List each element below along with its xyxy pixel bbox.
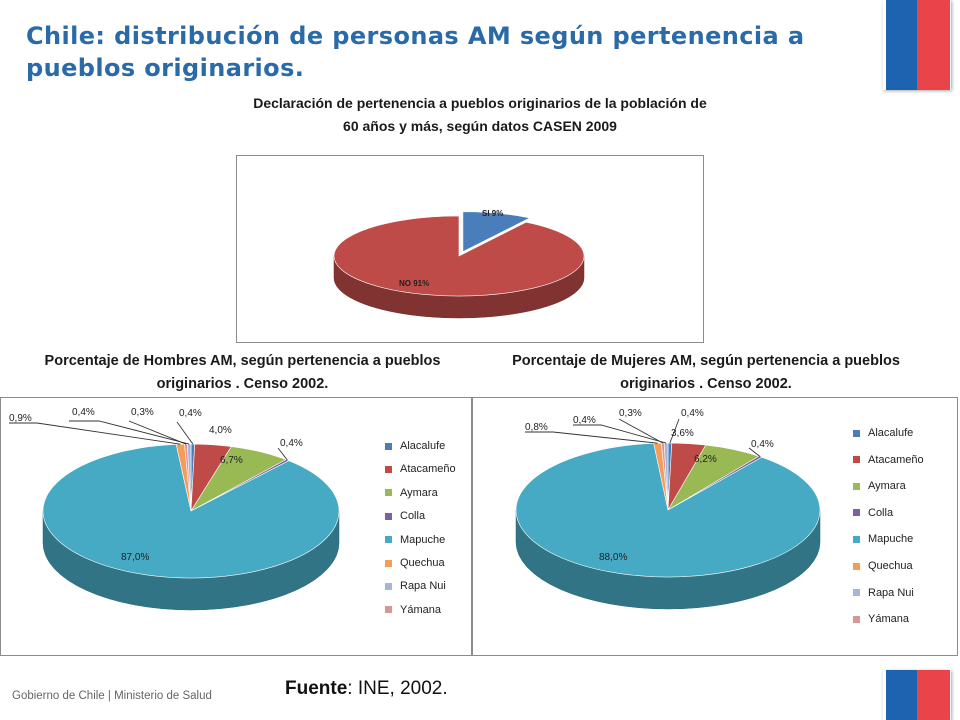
legend-item-mapuche: Mapuche bbox=[853, 533, 913, 545]
legend-item-atacameno: Atacameño bbox=[385, 463, 456, 475]
chart-title-casen: Declaración de pertenencia a pueblos ori… bbox=[253, 95, 707, 134]
legend-item-atacameno: Atacameño bbox=[853, 454, 924, 466]
legend-label-yamana: Yámana bbox=[868, 613, 909, 626]
leader-line-quechua bbox=[9, 422, 181, 445]
leader-line-colla bbox=[748, 447, 761, 458]
leader-line-alacalufe bbox=[176, 421, 194, 445]
legend-label-atacameno: Atacameño bbox=[868, 453, 924, 466]
footer-text: Gobierno de Chile | Ministerio de Salud bbox=[12, 690, 212, 702]
legend-swatch-yamana bbox=[853, 615, 860, 623]
legend-swatch-aymara bbox=[385, 489, 392, 497]
pie-chart-women: 0,4% 3,6% 6,2% 0,4% 88,0% 0,8% 0,3% 0,4% bbox=[515, 408, 821, 610]
legend-label-alacalufe: Alacalufe bbox=[868, 427, 914, 439]
legend-label-atacameno: Atacameño bbox=[400, 463, 456, 476]
legend-item-quechua: Quechua bbox=[385, 557, 445, 569]
pie-slices bbox=[515, 442, 821, 610]
leader-line-quechua bbox=[525, 431, 658, 444]
legend-item-alacalufe: Alacalufe bbox=[385, 440, 445, 452]
pie-slices bbox=[42, 443, 340, 611]
data-label-atacameno: 4,0% bbox=[209, 425, 232, 436]
leader-line-rapa-nui bbox=[69, 420, 190, 445]
data-label-rapa-nui: 0,4% bbox=[72, 407, 95, 418]
data-label-rapa-nui: 0,4% bbox=[573, 415, 596, 426]
data-label-alacalufe: 0,4% bbox=[179, 408, 202, 419]
chile-flag-logo bbox=[883, 0, 951, 90]
legend-label-quechua: Quechua bbox=[868, 560, 913, 572]
data-label-yamana: 0,3% bbox=[619, 408, 642, 419]
data-label-quechua: 0,9% bbox=[9, 413, 32, 424]
data-label-colla: 0,4% bbox=[280, 438, 303, 449]
data-label-si: SI 9% bbox=[482, 209, 503, 218]
legend-label-mapuche: Mapuche bbox=[868, 533, 914, 546]
pie-slice-no bbox=[333, 215, 585, 297]
leader-line-yamana bbox=[128, 420, 187, 445]
legend-swatch-rapa-nui bbox=[385, 582, 392, 590]
data-label-aymara: 6,7% bbox=[220, 455, 243, 466]
legend-item-rapa-nui: Rapa Nui bbox=[385, 580, 446, 592]
legend-label-yamana: Yámana bbox=[400, 603, 441, 616]
legend-swatch-mapuche bbox=[853, 535, 860, 543]
legend-swatch-mapuche bbox=[385, 536, 392, 544]
leader-line-colla bbox=[277, 447, 288, 461]
legend-swatch-colla bbox=[385, 512, 392, 520]
pie-slices bbox=[333, 211, 585, 319]
data-label-yamana: 0,3% bbox=[131, 407, 154, 418]
source-note: Fuente: INE, 2002. bbox=[285, 678, 448, 700]
legend-label-aymara: Aymara bbox=[868, 480, 906, 493]
leader-line-yamana bbox=[618, 418, 663, 444]
legend-label-alacalufe: Alacalufe bbox=[400, 440, 446, 452]
legend-swatch-alacalufe bbox=[385, 442, 392, 450]
chart-title-men: Porcentaje de Hombres AM, según pertenen… bbox=[44, 353, 441, 392]
legend-swatch-yamana bbox=[385, 606, 392, 614]
leader-line-alacalufe bbox=[669, 418, 680, 444]
chart-men: 0,4% 4,0% 6,7% 0,4% 87,0% 0,9% 0,3% 0,4% Alacal… bbox=[0, 397, 472, 656]
legend-swatch-atacameno bbox=[385, 465, 392, 473]
legend-item-aymara: Aymara bbox=[385, 487, 438, 499]
legend-item-aymara: Aymara bbox=[853, 480, 906, 492]
data-label-alacalufe: 0,4% bbox=[681, 408, 704, 419]
data-label-quechua: 0,8% bbox=[525, 422, 548, 433]
pie-slice-mapuche bbox=[42, 444, 340, 579]
slide-title: Chile: distribución de personas AM según… bbox=[26, 22, 805, 82]
legend-swatch-aymara bbox=[853, 482, 860, 490]
legend-swatch-atacameno bbox=[853, 456, 860, 464]
legend-item-rapa-nui: Rapa Nui bbox=[853, 587, 914, 599]
pie-slice-si bbox=[462, 211, 531, 253]
data-label-atacameno: 3,6% bbox=[671, 428, 694, 439]
legend-swatch-rapa-nui bbox=[853, 589, 860, 597]
legend-swatch-quechua bbox=[853, 562, 860, 570]
data-label-mapuche: 87,0% bbox=[121, 552, 149, 563]
legend-swatch-alacalufe bbox=[853, 429, 860, 437]
legend-label-colla: Colla bbox=[400, 510, 426, 523]
data-label-colla: 0,4% bbox=[751, 439, 774, 450]
chart-title-women: Porcentaje de Mujeres AM, según pertenen… bbox=[512, 353, 900, 392]
legend-swatch-colla bbox=[853, 509, 860, 517]
legend-item-quechua: Quechua bbox=[853, 560, 913, 572]
source-label: Fuente bbox=[285, 678, 348, 699]
source-text: : INE, 2002. bbox=[347, 678, 448, 699]
legend-label-rapa-nui: Rapa Nui bbox=[868, 586, 914, 599]
legend-item-mapuche: Mapuche bbox=[385, 534, 445, 546]
chile-flag-logo-bottom bbox=[883, 670, 951, 720]
legend-item-yamana: Yámana bbox=[853, 613, 909, 625]
legend-label-aymara: Aymara bbox=[400, 486, 438, 499]
data-label-no: NO 91% bbox=[399, 279, 429, 288]
legend-item-colla: Colla bbox=[385, 510, 425, 522]
pie-slice-mapuche bbox=[515, 442, 821, 578]
legend-swatch-quechua bbox=[385, 559, 392, 567]
legend-label-mapuche: Mapuche bbox=[400, 533, 446, 546]
legend-label-rapa-nui: Rapa Nui bbox=[400, 580, 446, 593]
leader-line-rapa-nui bbox=[573, 424, 667, 444]
legend-item-yamana: Yámana bbox=[385, 604, 441, 616]
legend-label-colla: Colla bbox=[868, 506, 894, 519]
data-label-aymara: 6,2% bbox=[694, 454, 717, 465]
chart-women: 0,4% 3,6% 6,2% 0,4% 88,0% 0,8% 0,3% 0,4% Alacal… bbox=[472, 397, 958, 656]
pie-chart-casen: SI 9% NO 91% bbox=[333, 209, 585, 319]
legend-item-colla: Colla bbox=[853, 507, 893, 519]
data-label-mapuche: 88,0% bbox=[599, 552, 627, 563]
legend-item-alacalufe: Alacalufe bbox=[853, 427, 913, 439]
chart-casen: SI 9% NO 91% bbox=[236, 155, 704, 343]
legend-label-quechua: Quechua bbox=[400, 557, 445, 569]
pie-chart-men: 0,4% 4,0% 6,7% 0,4% 87,0% 0,9% 0,3% 0,4% bbox=[9, 407, 340, 611]
